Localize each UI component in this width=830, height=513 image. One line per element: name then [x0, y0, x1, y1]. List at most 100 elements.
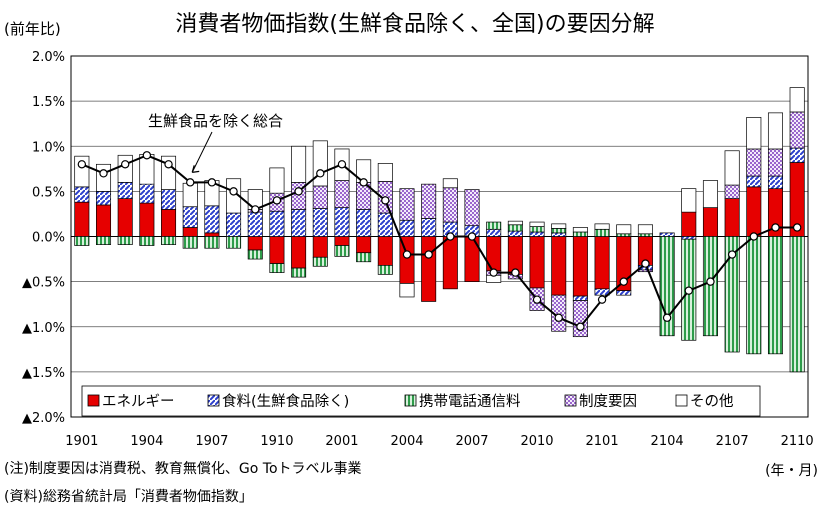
bar-mobile: [594, 228, 610, 237]
bar-other: [226, 178, 242, 214]
bar-mobile: [96, 236, 112, 245]
bar-other: [182, 182, 198, 208]
x-tick-label: 1910: [260, 434, 293, 449]
total-point: [77, 160, 87, 169]
total-point: [684, 286, 693, 295]
bar-mobile: [724, 236, 740, 353]
y-axis-unit: (前年比): [4, 20, 61, 38]
bar-mobile: [117, 236, 133, 245]
total-point: [706, 277, 715, 286]
total-point: [489, 268, 498, 277]
bar-policy: [399, 188, 415, 221]
bar-mobile: [616, 233, 632, 237]
plot-frame: [70, 55, 809, 418]
bar-other: [594, 223, 610, 230]
y-tick-label: 0.5%: [32, 185, 65, 200]
bar-food: [507, 230, 523, 237]
bar-mobile: [572, 231, 588, 237]
footnote: (注)制度要因は消費税、教育無償化、Go Toトラベル事業: [4, 461, 362, 477]
bar-other: [681, 188, 697, 213]
bar-energy: [139, 202, 155, 237]
bar-mobile: [702, 236, 718, 337]
total-point: [619, 277, 628, 286]
bar-energy: [529, 236, 545, 289]
y-tick-label: 1.0%: [32, 140, 65, 155]
total-point: [402, 250, 412, 259]
bar-energy: [291, 236, 307, 269]
annotation-arrowhead: [191, 165, 200, 173]
total-point: [662, 313, 672, 322]
bar-mobile: [291, 267, 307, 278]
total-point: [511, 268, 520, 277]
chart-title: 消費者物価指数(生鮮食品除く、全国)の要因分解: [175, 12, 655, 37]
total-point: [251, 205, 260, 214]
total-point: [381, 196, 390, 205]
bar-other: [616, 224, 632, 235]
bar-food: [746, 175, 762, 188]
bar-energy: [182, 227, 198, 237]
bar-mobile: [507, 224, 523, 232]
y-tick-label: ▲1.5%: [22, 366, 65, 381]
bar-energy: [681, 211, 697, 237]
bar-mobile: [356, 252, 372, 263]
bar-mobile: [269, 263, 285, 273]
y-tick-label: 0.0%: [32, 231, 65, 246]
bar-energy: [551, 236, 567, 296]
bar-other: [551, 223, 567, 229]
bar-energy: [572, 236, 588, 297]
y-tick-label: ▲2.0%: [22, 411, 65, 426]
bar-food: [247, 211, 263, 237]
total-point: [641, 259, 650, 268]
x-tick-label: 2007: [455, 434, 488, 449]
total-point: [576, 322, 585, 331]
bar-other: [637, 224, 653, 235]
bar-other: [117, 154, 133, 183]
bar-policy: [442, 187, 458, 223]
total-point: [164, 160, 173, 169]
x-tick-label: 1907: [195, 434, 228, 449]
x-tick-label: 2104: [651, 434, 684, 449]
bar-mobile: [551, 228, 567, 234]
bar-other: [377, 163, 393, 182]
x-tick-label: 2010: [520, 434, 553, 449]
x-tick-label: 2110: [781, 434, 814, 449]
bar-energy: [312, 236, 328, 258]
bar-policy: [572, 300, 588, 338]
bar-food: [139, 183, 155, 204]
bar-policy: [789, 111, 805, 149]
legend-label-policy: 制度要因: [579, 393, 637, 410]
bar-food: [226, 212, 242, 237]
y-tick-label: 1.5%: [32, 95, 65, 110]
bar-food: [767, 175, 783, 190]
total-point: [99, 169, 108, 178]
total-point: [337, 160, 347, 169]
annotation-label: 生鮮食品を除く総合: [148, 112, 283, 130]
bar-energy: [117, 198, 133, 237]
bar-policy: [421, 183, 437, 219]
bar-food: [182, 206, 198, 228]
bar-food: [74, 186, 90, 203]
bar-food: [551, 232, 567, 237]
bar-other: [312, 140, 328, 187]
bar-mobile: [637, 233, 653, 237]
bar-energy: [746, 186, 762, 237]
bar-energy: [96, 204, 112, 237]
total-point: [771, 223, 780, 232]
bar-mobile: [139, 236, 155, 246]
bar-energy: [421, 236, 437, 302]
bar-mobile: [182, 236, 198, 249]
total-point: [272, 196, 282, 205]
bar-mobile: [377, 265, 393, 275]
bar-policy: [767, 148, 783, 177]
bar-other: [767, 112, 783, 150]
bar-food: [117, 182, 133, 199]
bar-food: [594, 288, 610, 296]
x-tick-label: 2004: [390, 434, 423, 449]
bar-other: [746, 117, 762, 150]
x-tick-label: 1901: [65, 434, 98, 449]
total-point: [316, 169, 325, 178]
total-point: [207, 178, 217, 187]
bar-food: [616, 290, 632, 296]
total-point: [359, 178, 368, 187]
bar-other: [96, 163, 112, 192]
